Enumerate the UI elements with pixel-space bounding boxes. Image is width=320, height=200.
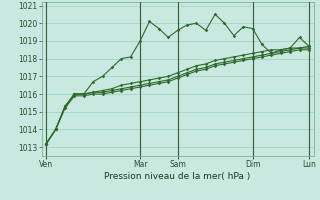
X-axis label: Pression niveau de la mer( hPa ): Pression niveau de la mer( hPa ) [104,172,251,181]
